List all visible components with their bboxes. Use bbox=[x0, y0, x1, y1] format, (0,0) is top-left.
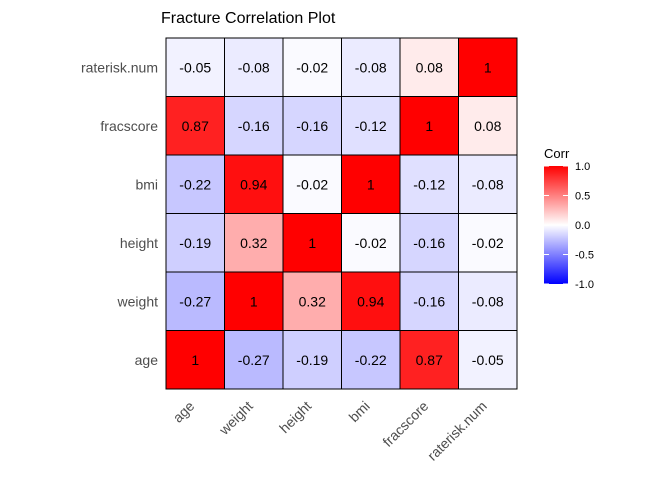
heatmap-value-label-bmi-fracscore: -0.12 bbox=[413, 176, 445, 192]
heatmap-cell-raterisk-num-fracscore bbox=[399, 37, 459, 97]
x-axis-label-weight: weight bbox=[215, 398, 256, 439]
heatmap-cell-age-age bbox=[165, 330, 225, 390]
heatmap-value-label-raterisk-num-age: -0.05 bbox=[179, 59, 211, 75]
heatmap-value-label-age-raterisk-num: -0.05 bbox=[472, 352, 504, 368]
heatmap-value-label-weight-raterisk-num: -0.08 bbox=[472, 293, 504, 309]
legend-tick-label-1: 0.5 bbox=[575, 191, 590, 203]
legend-tick-label-2: 0.0 bbox=[575, 220, 590, 232]
heatmap-value-label-age-height: -0.19 bbox=[296, 352, 328, 368]
x-axis-label-fracscore: fracscore bbox=[379, 398, 431, 450]
heatmap-value-label-height-raterisk-num: -0.02 bbox=[472, 235, 504, 251]
legend-tick-label-4: -1.0 bbox=[575, 279, 594, 291]
heatmap-cell-weight-bmi bbox=[341, 271, 401, 331]
heatmap-cell-weight-age bbox=[165, 271, 225, 331]
x-axis-label-age: age bbox=[170, 398, 198, 426]
heatmap-value-label-height-age: -0.19 bbox=[179, 235, 211, 251]
heatmap-cell-weight-height bbox=[282, 271, 342, 331]
heatmap-value-label-bmi-bmi: 1 bbox=[367, 176, 375, 192]
heatmap-value-label-bmi-raterisk-num: -0.08 bbox=[472, 176, 504, 192]
heatmap-cell-bmi-age bbox=[165, 154, 225, 214]
heatmap-value-label-bmi-age: -0.22 bbox=[179, 176, 211, 192]
heatmap-cell-bmi-height bbox=[282, 154, 342, 214]
heatmap-value-label-age-weight: -0.27 bbox=[238, 352, 270, 368]
heatmap-cell-height-age bbox=[165, 213, 225, 273]
heatmap-value-label-bmi-weight: 0.94 bbox=[240, 176, 267, 192]
heatmap-cell-bmi-raterisk-num bbox=[458, 154, 518, 214]
heatmap-value-label-fracscore-fracscore: 1 bbox=[425, 118, 433, 134]
x-axis-label-bmi: bmi bbox=[346, 398, 373, 425]
y-axis-label-raterisk-num: raterisk.num bbox=[81, 59, 158, 75]
heatmap-cell-bmi-fracscore bbox=[399, 154, 459, 214]
y-axis-labels: age weight height bmi fracscore raterisk.num bbox=[81, 59, 158, 368]
heatmap-cell-height-raterisk-num bbox=[458, 213, 518, 273]
heatmap-value-label-fracscore-age: 0.87 bbox=[182, 118, 209, 134]
heatmap-value-label-raterisk-num-raterisk-num: 1 bbox=[484, 59, 492, 75]
heatmap-value-label-weight-weight: 1 bbox=[250, 293, 258, 309]
heatmap-value-label-height-height: 1 bbox=[308, 235, 316, 251]
heatmap-value-label-fracscore-raterisk-num: 0.08 bbox=[474, 118, 501, 134]
legend-ticks: 1.0 0.5 0.0 -0.5 -1.0 bbox=[544, 161, 594, 291]
heatmap-value-label-raterisk-num-weight: -0.08 bbox=[238, 59, 270, 75]
heatmap-cell-fracscore-age bbox=[165, 96, 225, 156]
heatmap-cell-fracscore-fracscore bbox=[399, 96, 459, 156]
heatmap-cell-raterisk-num-raterisk-num bbox=[458, 37, 518, 97]
heatmap-cell-weight-weight bbox=[224, 271, 284, 331]
heatmap-cell-age-raterisk-num bbox=[458, 330, 518, 390]
heatmap-value-label-weight-fracscore: -0.16 bbox=[413, 293, 445, 309]
heatmap-value-label-fracscore-weight: -0.16 bbox=[238, 118, 270, 134]
y-axis-label-age: age bbox=[135, 352, 159, 368]
heatmap-value-label-height-fracscore: -0.16 bbox=[413, 235, 445, 251]
heatmap-value-label-fracscore-bmi: -0.12 bbox=[355, 118, 387, 134]
x-axis-label-raterisk-num: raterisk.num bbox=[424, 398, 490, 464]
x-axis-label-height: height bbox=[276, 398, 314, 436]
heatmap-cell-age-fracscore bbox=[399, 330, 459, 390]
chart-title: Fracture Correlation Plot bbox=[161, 10, 336, 27]
heatmap-value-label-height-bmi: -0.02 bbox=[355, 235, 387, 251]
legend-title: Corr bbox=[544, 146, 570, 161]
heatmap-value-label-age-fracscore: 0.87 bbox=[416, 352, 443, 368]
legend: Corr 1.0 0.5 0.0 -0.5 -1.0 bbox=[544, 146, 594, 291]
heatmap-value-label-weight-height: 0.32 bbox=[299, 293, 326, 309]
heatmap-value-label-age-bmi: -0.22 bbox=[355, 352, 387, 368]
heatmap-cell-raterisk-num-bmi bbox=[341, 37, 401, 97]
heatmap-value-label-weight-age: -0.27 bbox=[179, 293, 211, 309]
heatmap-value-label-raterisk-num-height: -0.02 bbox=[296, 59, 328, 75]
heatmap-cell-fracscore-height bbox=[282, 96, 342, 156]
heatmap-cell-fracscore-raterisk-num bbox=[458, 96, 518, 156]
heatmap-cell-bmi-weight bbox=[224, 154, 284, 214]
y-axis-label-fracscore: fracscore bbox=[100, 118, 158, 134]
heatmap-cell-height-fracscore bbox=[399, 213, 459, 273]
heatmap-value-label-weight-bmi: 0.94 bbox=[357, 293, 384, 309]
heatmap-value-label-bmi-height: -0.02 bbox=[296, 176, 328, 192]
legend-tick-label-3: -0.5 bbox=[575, 250, 594, 262]
y-axis-label-weight: weight bbox=[117, 293, 159, 309]
heatmap-cell-height-bmi bbox=[341, 213, 401, 273]
heatmap-cell-weight-raterisk-num bbox=[458, 271, 518, 331]
heatmap-cell-fracscore-bmi bbox=[341, 96, 401, 156]
y-axis-label-height: height bbox=[120, 235, 158, 251]
legend-tick-label-0: 1.0 bbox=[575, 161, 590, 173]
heatmap-cell-raterisk-num-age bbox=[165, 37, 225, 97]
heatmap-value-label-raterisk-num-bmi: -0.08 bbox=[355, 59, 387, 75]
heatmap-value-labels: 1 -0.27 -0.19 -0.22 0.87 -0.05 -0.27 1 0.32 0.94 -… bbox=[179, 59, 504, 368]
heatmap-value-label-raterisk-num-fracscore: 0.08 bbox=[416, 59, 443, 75]
heatmap-cells bbox=[165, 37, 518, 390]
heatmap-value-label-fracscore-height: -0.16 bbox=[296, 118, 328, 134]
y-axis-label-bmi: bmi bbox=[135, 176, 158, 192]
heatmap-cell-age-weight bbox=[224, 330, 284, 390]
heatmap-value-label-age-age: 1 bbox=[191, 352, 199, 368]
heatmap-value-label-height-weight: 0.32 bbox=[240, 235, 267, 251]
